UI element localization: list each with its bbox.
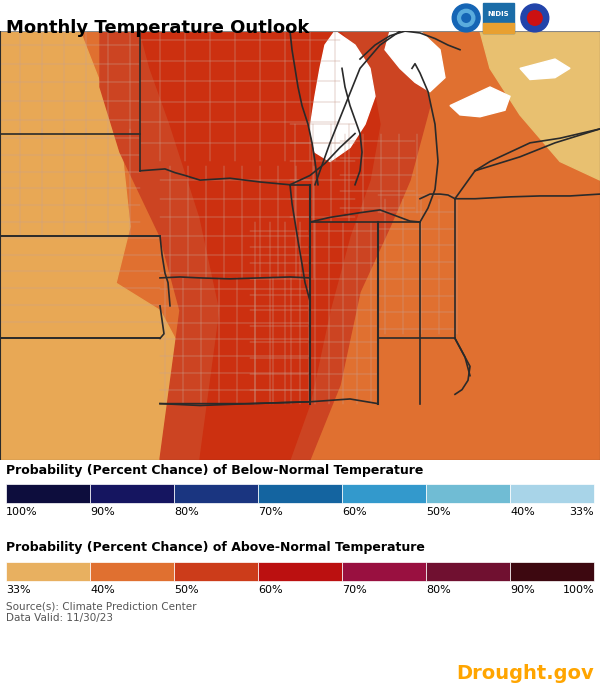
Bar — [6, 562, 90, 580]
Bar — [6, 484, 90, 502]
Bar — [258, 484, 342, 502]
Text: 70%: 70% — [258, 507, 283, 517]
Circle shape — [521, 4, 549, 32]
Polygon shape — [520, 59, 570, 79]
Bar — [484, 23, 514, 33]
Bar — [90, 562, 174, 580]
Polygon shape — [385, 31, 445, 92]
Text: 50%: 50% — [426, 507, 451, 517]
Bar — [510, 562, 594, 580]
Bar — [174, 484, 258, 502]
Text: 50%: 50% — [174, 585, 199, 595]
Text: Source(s): Climate Prediction Center
Data Valid: 11/30/23: Source(s): Climate Prediction Center Dat… — [6, 601, 197, 623]
Polygon shape — [100, 31, 430, 460]
Text: 33%: 33% — [6, 585, 31, 595]
Text: 80%: 80% — [426, 585, 451, 595]
Polygon shape — [310, 31, 375, 162]
Polygon shape — [0, 273, 200, 460]
Bar — [426, 484, 510, 502]
Bar — [342, 484, 426, 502]
Polygon shape — [0, 31, 130, 460]
Bar — [258, 562, 342, 580]
Text: 70%: 70% — [342, 585, 367, 595]
Polygon shape — [320, 31, 420, 55]
Circle shape — [452, 4, 480, 32]
Text: Probability (Percent Chance) of Above-Normal Temperature: Probability (Percent Chance) of Above-No… — [6, 541, 425, 554]
Text: 40%: 40% — [90, 585, 115, 595]
Text: Monthly Temperature Outlook: Monthly Temperature Outlook — [6, 19, 310, 37]
Circle shape — [527, 10, 542, 26]
Polygon shape — [480, 31, 600, 180]
Polygon shape — [450, 87, 510, 117]
Text: 80%: 80% — [174, 507, 199, 517]
Polygon shape — [140, 31, 380, 460]
Text: 90%: 90% — [510, 585, 535, 595]
Circle shape — [462, 14, 470, 22]
Text: 60%: 60% — [258, 585, 283, 595]
Text: 40%: 40% — [510, 507, 535, 517]
Text: 60%: 60% — [342, 507, 367, 517]
Bar — [90, 484, 174, 502]
Bar — [510, 484, 594, 502]
Text: 90%: 90% — [90, 507, 115, 517]
Text: Probability (Percent Chance) of Below-Normal Temperature: Probability (Percent Chance) of Below-No… — [6, 464, 424, 477]
Bar — [342, 562, 426, 580]
Text: 33%: 33% — [569, 507, 594, 517]
Bar — [484, 3, 514, 33]
Bar — [426, 562, 510, 580]
Text: NIDIS: NIDIS — [488, 11, 509, 17]
Text: 100%: 100% — [562, 585, 594, 595]
Text: 100%: 100% — [6, 507, 38, 517]
Text: Drought.gov: Drought.gov — [456, 664, 594, 683]
Bar — [174, 562, 258, 580]
Circle shape — [458, 10, 475, 26]
